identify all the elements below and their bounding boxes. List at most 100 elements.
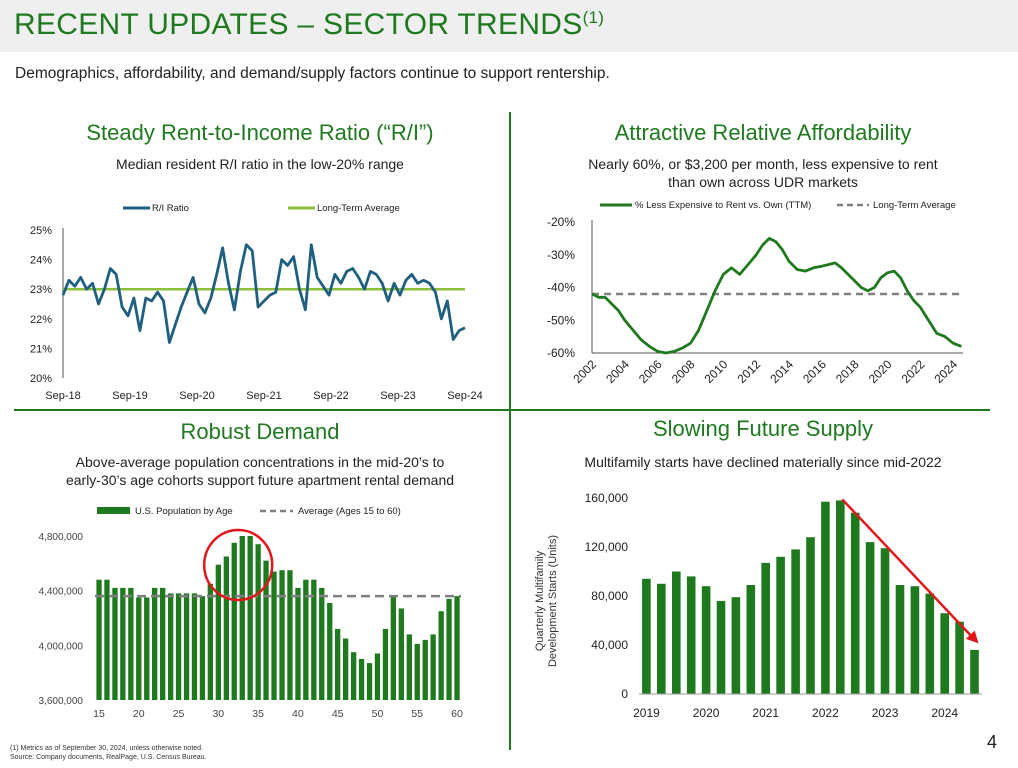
starts-bar — [865, 542, 875, 694]
supply-chart: Quarterly Multifamily Development Starts … — [534, 491, 982, 720]
y-tick-label: -50% — [547, 313, 575, 327]
header-bar: RECENT UPDATES – SECTOR TRENDS(1) — [0, 0, 1018, 52]
panel-title-affordability: Attractive Relative Affordability — [614, 120, 912, 145]
x-tick-label: 25 — [173, 708, 185, 720]
panel-title-rent-to-income: Steady Rent-to-Income Ratio (“R/I”) — [86, 120, 434, 145]
y-tick-label: -40% — [547, 281, 575, 295]
x-tick-label: Sep-19 — [112, 390, 147, 402]
population-bar — [168, 593, 174, 700]
x-tick-label: 2008 — [669, 357, 698, 386]
starts-bar — [716, 600, 726, 694]
population-bar — [207, 583, 213, 700]
y-tick-label: 22% — [30, 314, 52, 326]
x-tick-label: 2021 — [752, 706, 779, 720]
y-tick-label: -20% — [547, 215, 575, 229]
starts-bar — [940, 613, 949, 694]
population-bar — [382, 628, 389, 700]
page-subtitle: Demographics, affordability, and demand/… — [15, 65, 610, 82]
y-axis-title-line2: Development Starts (Units) — [547, 535, 559, 667]
population-bar — [255, 544, 261, 700]
population-bar — [335, 628, 341, 700]
x-tick-label: Sep-23 — [380, 390, 415, 402]
vertical-divider — [509, 112, 511, 750]
starts-bar — [925, 593, 935, 694]
population-bar — [319, 587, 325, 700]
population-bar — [231, 542, 237, 700]
population-bar — [430, 634, 436, 700]
starts-bar — [761, 562, 770, 694]
panel-subtitle-supply: Multifamily starts have declined materia… — [584, 454, 942, 470]
y-tick-label: 4,800,000 — [39, 532, 84, 543]
population-bar — [199, 596, 206, 700]
starts-bar — [686, 576, 696, 694]
population-bar — [263, 560, 269, 700]
population-bar — [406, 634, 412, 700]
y-axis-title-line1: Quarterly Multifamily — [534, 550, 546, 651]
x-tick-label: 40 — [292, 708, 304, 720]
x-tick-label: 2014 — [767, 357, 796, 386]
population-bar — [311, 579, 317, 700]
x-tick-label: 2024 — [931, 706, 958, 720]
y-tick-label: -60% — [547, 346, 575, 360]
peak-highlight-circle — [202, 528, 274, 602]
y-tick-label: 24% — [30, 255, 52, 267]
panel-subtitle-rent-to-income: Median resident R/I ratio in the low-20%… — [116, 156, 404, 172]
page-title: RECENT UPDATES – SECTOR TRENDS(1) — [14, 8, 605, 41]
starts-bar — [791, 549, 800, 694]
x-tick-label: 30 — [212, 708, 224, 720]
starts-bar — [731, 597, 741, 694]
population-bar — [398, 608, 404, 700]
y-tick-label: 0 — [621, 687, 628, 701]
starts-bar — [806, 537, 815, 694]
population-bar — [239, 536, 245, 700]
x-tick-label: 2022 — [899, 357, 928, 386]
x-tick-label: Sep-24 — [447, 390, 482, 402]
legend-label-ri-ratio: R/I Ratio — [152, 203, 189, 214]
x-tick-label: 2023 — [872, 706, 899, 720]
population-bar — [191, 593, 198, 700]
y-tick-label: 20% — [30, 373, 52, 385]
panel-subtitle-affordability: Nearly 60%, or $3,200 per month, less ex… — [588, 156, 938, 190]
population-bar — [104, 579, 110, 700]
population-bar — [287, 570, 293, 700]
x-tick-label: 2012 — [734, 357, 763, 386]
population-bar — [358, 659, 365, 700]
x-tick-label: 35 — [252, 708, 264, 720]
starts-bar — [880, 548, 890, 694]
population-bar — [366, 663, 373, 700]
population-bar — [351, 652, 357, 700]
population-bar — [279, 570, 285, 700]
x-tick-label: 2002 — [570, 357, 599, 386]
y-tick-label: 120,000 — [585, 540, 629, 554]
x-tick-label: 2024 — [931, 357, 960, 386]
legend-swatch-population — [97, 507, 130, 514]
x-tick-label: Sep-22 — [313, 390, 348, 402]
starts-bar — [701, 586, 711, 694]
population-bar — [327, 603, 333, 700]
y-tick-label: 4,000,000 — [39, 641, 84, 652]
panel-subtitle-demand: Above-average population concentrations … — [65, 454, 455, 488]
affordability-chart: % Less Expensive to Rent vs. Own (TTM) Lo… — [547, 200, 963, 386]
population-bar — [295, 587, 301, 700]
x-tick-label: Sep-18 — [45, 390, 80, 402]
x-tick-label: 60 — [451, 708, 463, 720]
x-tick-label: 2006 — [636, 357, 665, 386]
population-bar — [152, 587, 158, 700]
legend-label-rent-vs-own: % Less Expensive to Rent vs. Own (TTM) — [635, 200, 811, 211]
y-tick-label: 3,600,000 — [39, 696, 84, 707]
x-tick-label: 2004 — [603, 357, 632, 386]
ri-ratio-line — [61, 243, 466, 344]
population-bar — [160, 587, 166, 700]
y-tick-label: 21% — [30, 343, 52, 355]
x-tick-label: 2018 — [833, 357, 862, 386]
starts-bar — [642, 578, 651, 694]
x-tick-label: 2016 — [800, 357, 829, 386]
starts-bar — [672, 571, 681, 694]
legend-label-population: U.S. Population by Age — [135, 506, 233, 517]
population-bar — [215, 564, 221, 700]
population-bar — [343, 638, 349, 700]
x-tick-label: 45 — [332, 708, 344, 720]
starts-bar — [776, 556, 785, 694]
population-bar — [414, 644, 420, 700]
x-tick-label: Sep-20 — [179, 390, 214, 402]
